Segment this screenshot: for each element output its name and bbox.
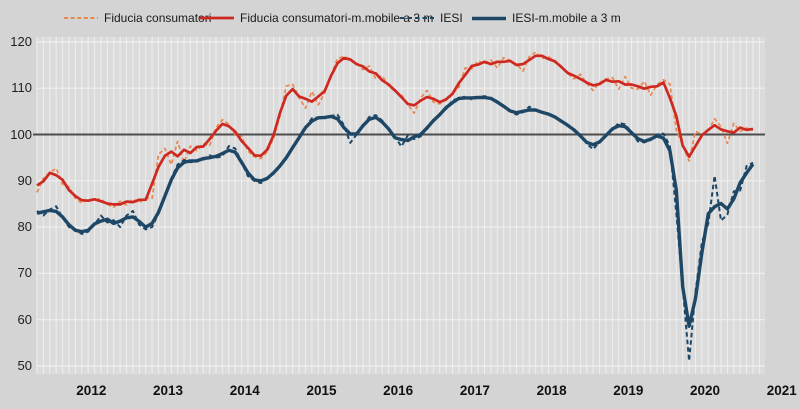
legend-label-iesi-mm3: IESI-m.mobile a 3 m: [512, 11, 621, 25]
iesi-dashed-line-swatch: [400, 17, 434, 19]
legend-item-iesi-mm3: IESI-m.mobile a 3 m: [472, 8, 621, 28]
y-tick-label: 50: [17, 358, 32, 373]
legend-label-iesi: IESI: [440, 11, 463, 25]
legend-item-fiducia-mm3: Fiducia consumatori-m.mobile a 3 m: [200, 8, 433, 28]
legend-label-fiducia-mm3: Fiducia consumatori-m.mobile a 3 m: [240, 11, 434, 25]
series-line-1: [36, 54, 754, 206]
y-tick-label: 80: [17, 219, 32, 235]
x-tick-label: 2020: [690, 383, 721, 398]
x-tick-label: 2016: [383, 383, 414, 398]
y-tick-label: 90: [17, 172, 32, 188]
iesi-mm3-solid-line-swatch: [472, 16, 506, 20]
fiducia-dashed-line-swatch: [64, 17, 98, 19]
series-line-3: [36, 95, 755, 328]
x-tick-label: 2018: [536, 383, 567, 398]
x-tick-label: 2015: [306, 383, 337, 398]
legend-item-iesi: IESI: [400, 8, 463, 28]
legend-item-fiducia: Fiducia consumatori: [64, 8, 211, 28]
y-tick-label: 110: [11, 80, 32, 96]
y-tick-label: 120: [10, 33, 32, 49]
chart-legend: Fiducia consumatori Fiducia consumatori-…: [0, 8, 800, 28]
y-tick-label: 70: [17, 265, 32, 281]
x-tick-label: 2017: [459, 383, 490, 398]
x-tick-label: 2012: [76, 383, 107, 398]
x-tick-label: 2014: [229, 383, 260, 398]
legend-label-fiducia: Fiducia consumatori: [104, 11, 212, 25]
y-tick-label: 60: [17, 311, 32, 327]
x-tick-label: 2021: [766, 383, 797, 398]
x-tick-label: 2019: [613, 383, 644, 398]
x-tick-label: 2013: [153, 383, 184, 398]
fiducia-mm3-solid-line-swatch: [200, 16, 234, 20]
y-tick-label: 100: [10, 126, 32, 142]
